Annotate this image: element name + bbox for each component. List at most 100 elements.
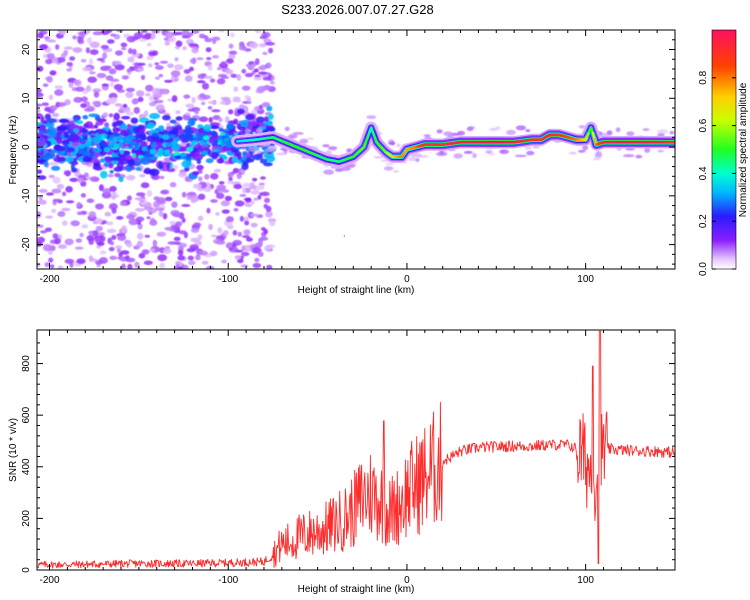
noise-blob bbox=[210, 250, 218, 257]
noise-blob bbox=[191, 30, 200, 34]
noise-blob bbox=[189, 58, 197, 64]
halo-blob bbox=[256, 128, 262, 134]
signal-blob bbox=[187, 119, 196, 127]
noise-blob bbox=[241, 85, 251, 91]
noise-blob bbox=[82, 67, 92, 72]
signal-blob bbox=[81, 128, 89, 133]
halo-blob bbox=[385, 162, 395, 166]
signal-blob bbox=[166, 163, 171, 170]
signal-blob bbox=[77, 144, 86, 149]
signal-peak bbox=[192, 135, 198, 139]
noise-blob bbox=[169, 220, 176, 226]
noise-blob bbox=[193, 222, 202, 228]
noise-blob bbox=[102, 52, 108, 60]
noise-blob bbox=[77, 177, 85, 183]
noise-blob bbox=[96, 57, 105, 62]
noise-blob bbox=[261, 85, 271, 91]
noise-blob bbox=[244, 95, 250, 100]
noise-blob bbox=[192, 183, 202, 189]
signal-blob bbox=[104, 126, 110, 132]
noise-blob bbox=[162, 213, 168, 220]
signal-blob bbox=[113, 112, 120, 121]
halo-blob bbox=[463, 150, 473, 154]
noise-blob bbox=[250, 190, 260, 195]
noise-blob bbox=[152, 239, 158, 247]
noise-blob bbox=[146, 216, 151, 220]
noise-blob bbox=[114, 64, 125, 71]
noise-blob bbox=[212, 39, 217, 45]
noise-blob bbox=[173, 78, 180, 82]
noise-blob bbox=[181, 217, 186, 223]
halo-blob bbox=[489, 127, 498, 132]
noise-blob bbox=[77, 36, 84, 43]
signal-blob bbox=[185, 155, 192, 160]
noise-blob bbox=[197, 234, 203, 241]
spectrogram-xlabel: Height of straight line (km) bbox=[298, 285, 415, 296]
signal-blob bbox=[79, 138, 87, 143]
noise-blob bbox=[43, 25, 52, 29]
noise-blob bbox=[122, 103, 128, 108]
noise-blob bbox=[244, 220, 250, 226]
noise-blob bbox=[45, 215, 54, 219]
spectrogram-cloud bbox=[37, 25, 675, 269]
noise-blob bbox=[158, 73, 163, 78]
halo-blob bbox=[669, 130, 675, 135]
signal-blob bbox=[197, 124, 204, 129]
halo-blob bbox=[341, 166, 351, 172]
noise-blob bbox=[253, 197, 259, 201]
noise-blob bbox=[45, 192, 55, 196]
halo-blob bbox=[525, 129, 531, 133]
noise-blob bbox=[224, 116, 230, 123]
noise-blob bbox=[48, 257, 54, 263]
noise-blob bbox=[54, 89, 64, 96]
halo-blob bbox=[323, 169, 334, 175]
noise-blob bbox=[191, 46, 199, 54]
signal-blob bbox=[209, 125, 220, 130]
halo-blob bbox=[606, 130, 613, 136]
noise-blob bbox=[121, 263, 126, 269]
signal-blob bbox=[44, 155, 51, 161]
noise-blob bbox=[198, 176, 203, 182]
signal-peak bbox=[92, 147, 99, 153]
noise-blob bbox=[228, 221, 233, 228]
x-tick-label: 0 bbox=[404, 575, 410, 586]
noise-blob bbox=[185, 112, 191, 116]
halo-blob bbox=[595, 150, 602, 156]
signal-blob bbox=[51, 165, 61, 171]
noise-blob bbox=[160, 190, 169, 195]
noise-blob bbox=[108, 113, 114, 118]
noise-blob bbox=[141, 30, 148, 33]
noise-blob bbox=[122, 106, 131, 113]
noise-blob bbox=[213, 168, 222, 173]
noise-blob bbox=[125, 111, 135, 116]
noise-blob bbox=[96, 72, 107, 79]
halo-blob bbox=[644, 147, 651, 153]
noise-blob bbox=[37, 262, 41, 267]
signal-peak bbox=[133, 145, 140, 151]
signal-blob bbox=[216, 158, 225, 164]
noise-blob bbox=[207, 106, 213, 110]
noise-blob bbox=[164, 79, 173, 83]
signal-peak bbox=[172, 152, 180, 156]
y-tick-label: -10 bbox=[21, 188, 32, 203]
signal-blob bbox=[67, 129, 75, 135]
noise-blob bbox=[148, 101, 157, 107]
noise-blob bbox=[232, 98, 242, 103]
noise-blob bbox=[66, 68, 72, 72]
noise-blob bbox=[268, 47, 274, 54]
signal-blob bbox=[71, 142, 80, 147]
signal-blob bbox=[140, 135, 146, 141]
signal-peak bbox=[220, 132, 226, 136]
noise-blob bbox=[101, 220, 108, 225]
noise-blob bbox=[167, 63, 174, 68]
noise-blob bbox=[228, 109, 234, 115]
signal-blob bbox=[259, 158, 268, 164]
signal-blob bbox=[175, 116, 183, 121]
noise-blob bbox=[188, 66, 194, 72]
noise-blob bbox=[261, 191, 270, 197]
noise-blob bbox=[62, 191, 67, 197]
signal-blob bbox=[148, 168, 160, 176]
noise-blob bbox=[86, 198, 95, 204]
noise-blob bbox=[125, 91, 134, 99]
signal-blob bbox=[91, 136, 102, 144]
